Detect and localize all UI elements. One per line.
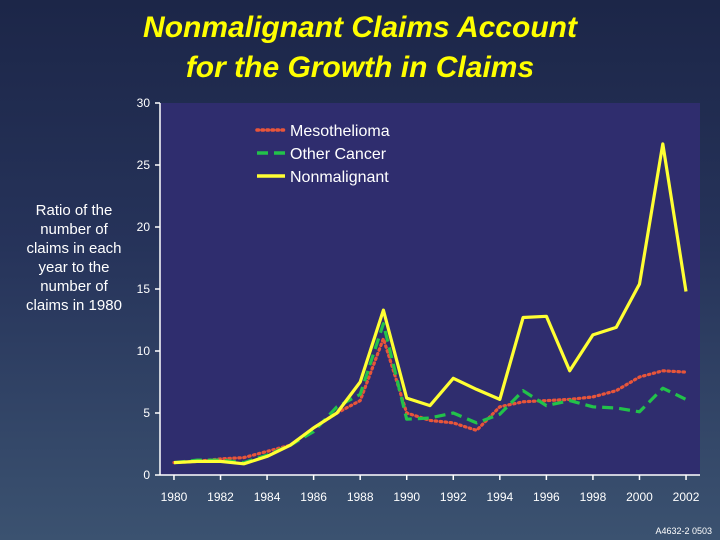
x-tick-label: 1990 <box>393 490 420 504</box>
series-line-nonmalignant <box>173 142 688 466</box>
legend-label-nonmalignant: Nonmalignant <box>290 169 389 186</box>
x-tick-label: 2002 <box>673 490 700 504</box>
x-tick-label: 1992 <box>440 490 467 504</box>
x-tick-label: 1980 <box>161 490 188 504</box>
x-tick-label: 1996 <box>533 490 560 504</box>
chart-title: Nonmalignant Claims Account for the Grow… <box>0 8 720 88</box>
title-line-1: Nonmalignant Claims Account <box>143 11 577 44</box>
x-tick-label: 1986 <box>300 490 327 504</box>
title-line-2: for the Growth in Claims <box>185 51 535 84</box>
y-tick-label: 15 <box>137 282 151 296</box>
series-line-mesothelioma <box>172 337 688 465</box>
plot-area <box>160 103 700 475</box>
x-tick-label: 1998 <box>580 490 607 504</box>
y-tick-label: 25 <box>137 158 151 172</box>
x-tick-label: 1994 <box>486 490 513 504</box>
y-axis-label: Ratio of the number of claims in each ye… <box>26 202 122 314</box>
y-tick-label: 20 <box>137 220 151 234</box>
x-tick-label: 1982 <box>207 490 234 504</box>
y-tick-label: 10 <box>137 344 151 358</box>
y-tick-label: 0 <box>143 468 150 482</box>
y-tick-label: 5 <box>143 406 150 420</box>
x-tick-label: 1984 <box>254 490 281 504</box>
footnote: A4632-2 0503 <box>655 526 712 536</box>
legend-label-other-cancer: Other Cancer <box>290 146 387 163</box>
x-tick-label: 2000 <box>626 490 653 504</box>
y-tick-label: 30 <box>137 96 151 110</box>
legend-label-mesothelioma: Mesothelioma <box>290 123 390 140</box>
x-tick-label: 1988 <box>347 490 374 504</box>
